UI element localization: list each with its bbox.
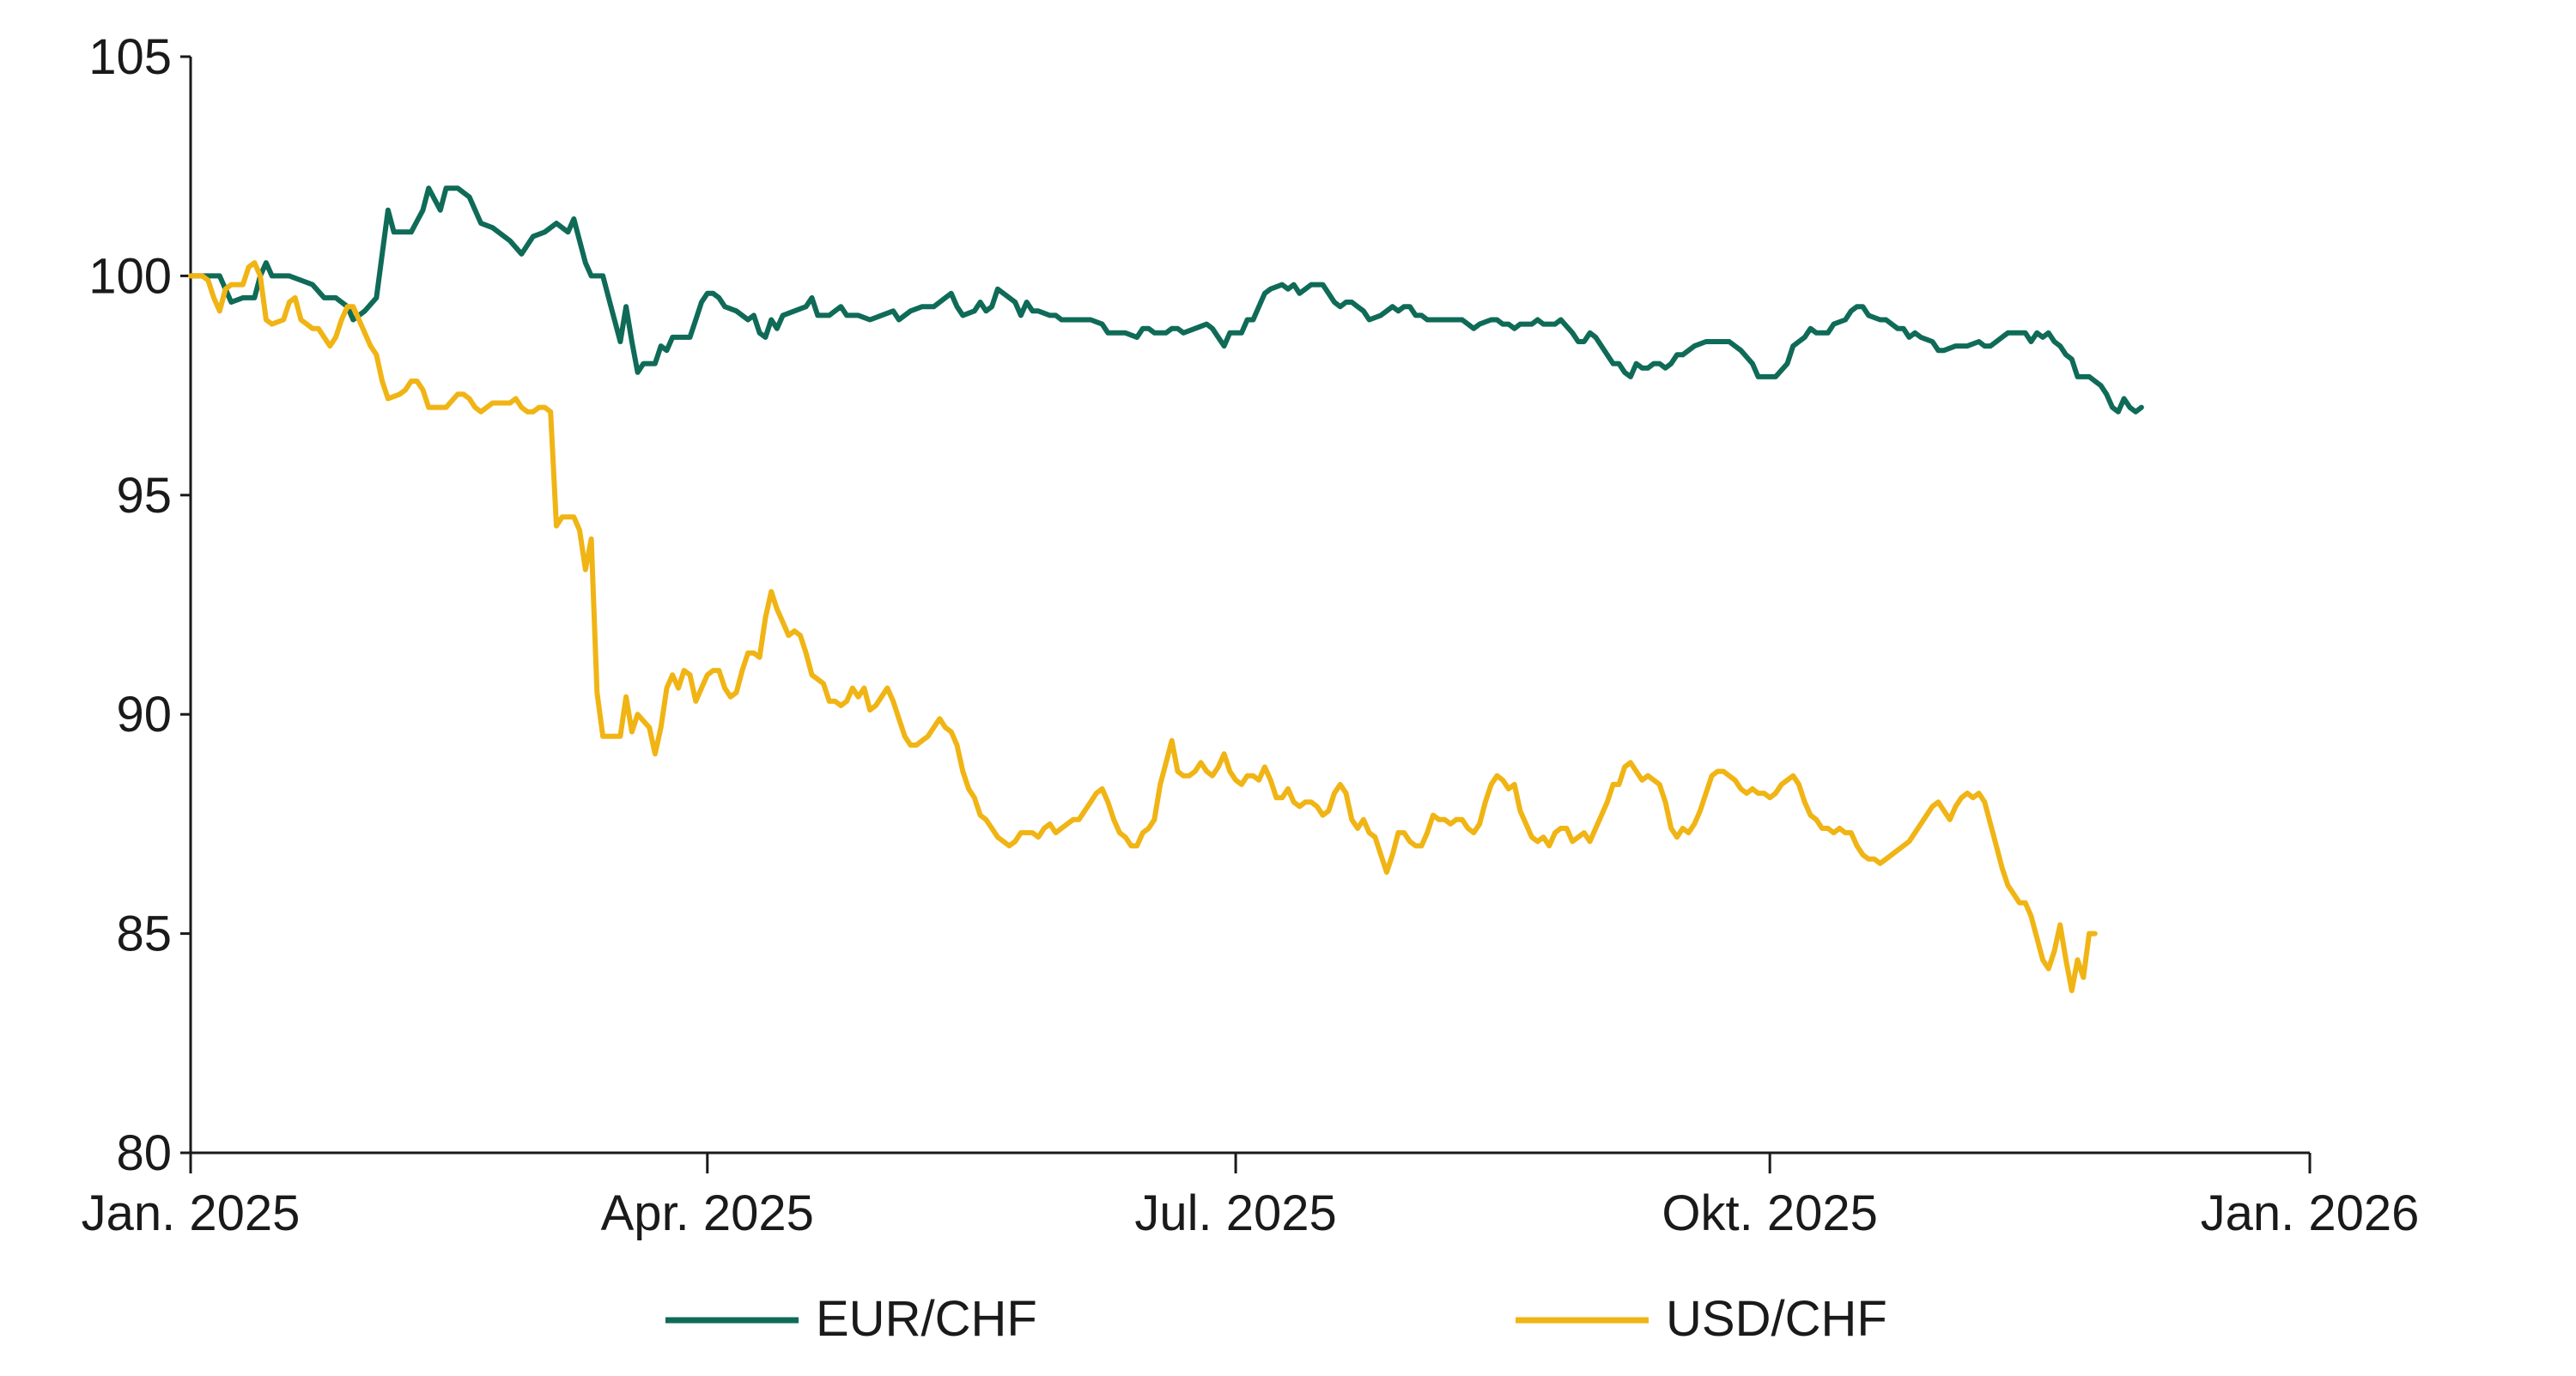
chart-axes: 80 85 90 95 100 105 Jan. 2025 Apr. 2025 Jul. 202… [82, 29, 2420, 1241]
x-tick-label: Okt. 2025 [1662, 1185, 1877, 1241]
x-tick-label: Apr. 2025 [601, 1185, 814, 1241]
legend-label: USD/CHF [1666, 1291, 1887, 1347]
y-tick-label: 105 [88, 29, 172, 85]
x-tick-label: Jan. 2025 [82, 1185, 301, 1241]
series-line-eur-chf [188, 185, 2144, 415]
y-tick-label: 95 [116, 468, 172, 524]
x-tick-label: Jul. 2025 [1134, 1185, 1336, 1241]
y-tick-label: 85 [116, 906, 172, 962]
chart-series [188, 185, 2144, 993]
y-tick-label: 80 [116, 1125, 172, 1181]
x-tick-label: Jan. 2026 [2201, 1185, 2420, 1241]
chart-legend: EUR/CHF USD/CHF [665, 1291, 1887, 1347]
series-line-usd-chf [188, 260, 2098, 993]
y-tick-label: 90 [116, 687, 172, 743]
legend-label: EUR/CHF [816, 1291, 1037, 1347]
y-tick-label: 100 [88, 248, 172, 304]
